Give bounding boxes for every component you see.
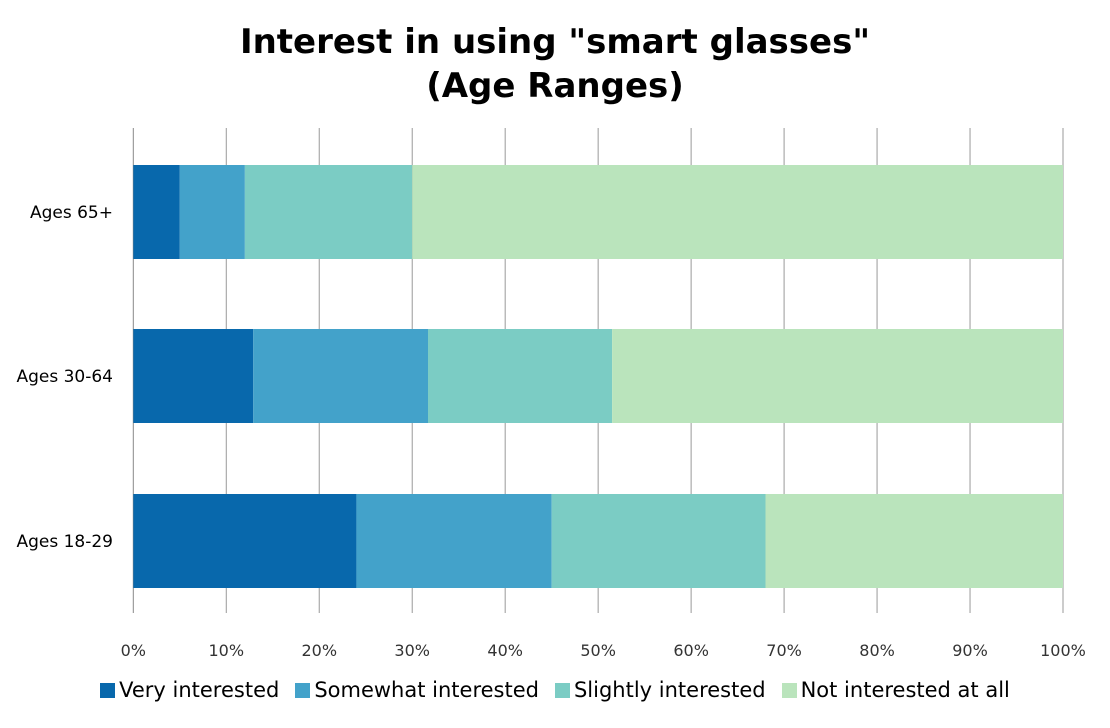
x-tick-label: 10% [208,641,244,660]
bar-segment [253,329,429,423]
legend-item: Not interested at all [781,678,1010,702]
bar-segment [765,494,1063,588]
legend-label: Very interested [119,678,280,702]
bar-segment [428,329,613,423]
legend-item: Somewhat interested [295,678,539,702]
bar-segment [356,494,552,588]
bar-segment [412,165,1064,259]
legend-swatch [781,682,797,698]
legend-item: Slightly interested [554,678,766,702]
x-tick-label: 70% [766,641,802,660]
x-tick-label: 30% [394,641,430,660]
bar-segment [133,165,180,259]
legend-swatch [554,682,570,698]
bar-segment [612,329,1063,423]
x-tick-label: 90% [952,641,988,660]
bar-segment [551,494,766,588]
x-tick-label: 100% [1040,641,1086,660]
chart-title: Interest in using "smart glasses" [239,22,871,62]
x-tick-label: 40% [487,641,523,660]
legend-swatch [100,682,116,698]
legend: Very interested Somewhat interested Slight… [0,678,1110,702]
legend-item: Very interested [100,678,279,702]
y-category-label: Ages 30-64 [16,367,113,387]
y-category-label: Ages 18-29 [16,532,113,552]
x-tick-label: 20% [301,641,337,660]
legend-label: Slightly interested [573,678,766,702]
x-tick-label: 50% [580,641,616,660]
bar-segment [179,165,245,259]
x-tick-label: 0% [121,641,146,660]
bar-segment [244,165,413,259]
legend-label: Somewhat interested [314,678,539,702]
bar-segment [133,329,254,423]
bar-segment [133,494,357,588]
chart-subtitle: (Age Ranges) [426,66,684,106]
x-tick-label: 80% [859,641,895,660]
legend-swatch [295,682,311,698]
x-tick-label: 60% [673,641,709,660]
legend-label: Not interested at all [800,678,1010,702]
y-category-label: Ages 65+ [30,203,113,223]
